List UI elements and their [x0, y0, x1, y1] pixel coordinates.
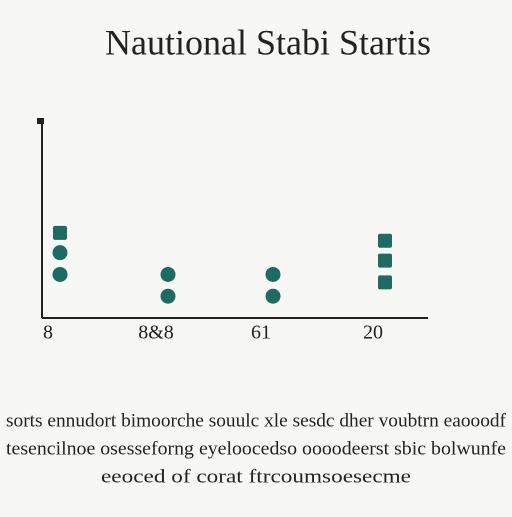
marker — [53, 225, 67, 240]
caption-line: sorts ennudort bimoorche souulc xle sesd… — [6, 410, 507, 431]
caption-line: eeoced of corat ftrcoumsoesecme — [101, 466, 411, 487]
marker — [52, 266, 68, 282]
x-tick-label: 61 — [251, 322, 271, 344]
marker — [265, 266, 281, 282]
axis-cap — [37, 118, 44, 124]
x-tick-label: 8&8 — [138, 322, 174, 344]
chart-title: Nautional Stabi Startis — [105, 22, 431, 62]
marker — [160, 266, 176, 282]
x-tick-label: 8 — [43, 322, 53, 344]
marker — [265, 288, 281, 304]
marker — [378, 253, 392, 268]
marker — [378, 233, 392, 248]
caption-line: tesencilnoe osesseforng eyeloocedso oooo… — [6, 438, 506, 459]
marker — [160, 288, 176, 304]
marker — [52, 245, 68, 261]
x-tick-label: 20 — [363, 322, 383, 344]
marker — [378, 275, 392, 290]
